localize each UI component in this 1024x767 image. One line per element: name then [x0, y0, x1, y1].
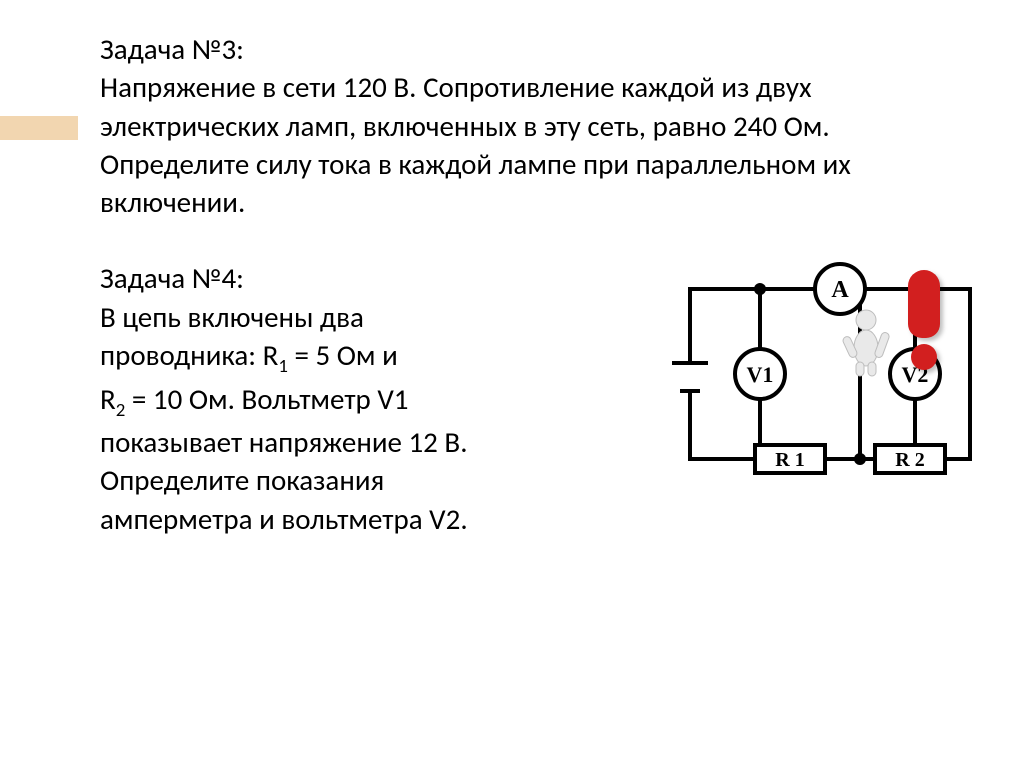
- problem-4-line4: показывает напряжение 12 В.: [100, 424, 468, 460]
- content-area: Задача №3: Напряжение в сети 120 В. Сопр…: [100, 30, 980, 538]
- ammeter-label: А: [831, 277, 849, 303]
- r1-sub: 1: [278, 355, 288, 378]
- person-icon: [836, 306, 896, 378]
- problem-4-title: Задача №4:: [100, 260, 244, 296]
- r2-label: R 2: [895, 449, 924, 471]
- r1-label: R 1: [775, 449, 804, 471]
- problem-3-text: Напряжение в сети 120 В. Сопротивление к…: [100, 69, 851, 220]
- exclamation-figure: [864, 260, 984, 380]
- problem-4-line2a: проводника: R: [100, 337, 278, 373]
- problem-4-line2b: = 5 Ом и: [288, 337, 398, 373]
- r2-sub: 2: [116, 398, 126, 421]
- problem-4-line3b: = 10 Ом. Вольтметр V1: [125, 381, 408, 417]
- problem-4-line6: амперметра и вольтметра V2.: [100, 501, 468, 537]
- problem-4-line1: В цепь включены два: [100, 299, 364, 335]
- problem-3-title: Задача №3:: [100, 31, 244, 67]
- v1-label: V1: [747, 362, 774, 387]
- problem-4-line5: Определите показания: [100, 462, 384, 498]
- problem-4: Задача №4: В цепь включены два проводник…: [100, 259, 580, 538]
- side-accent: [0, 116, 78, 140]
- exclamation-icon: [908, 270, 940, 370]
- problem-3: Задача №3: Напряжение в сети 120 В. Сопр…: [100, 30, 980, 221]
- problem-4-line3a: R: [100, 381, 116, 417]
